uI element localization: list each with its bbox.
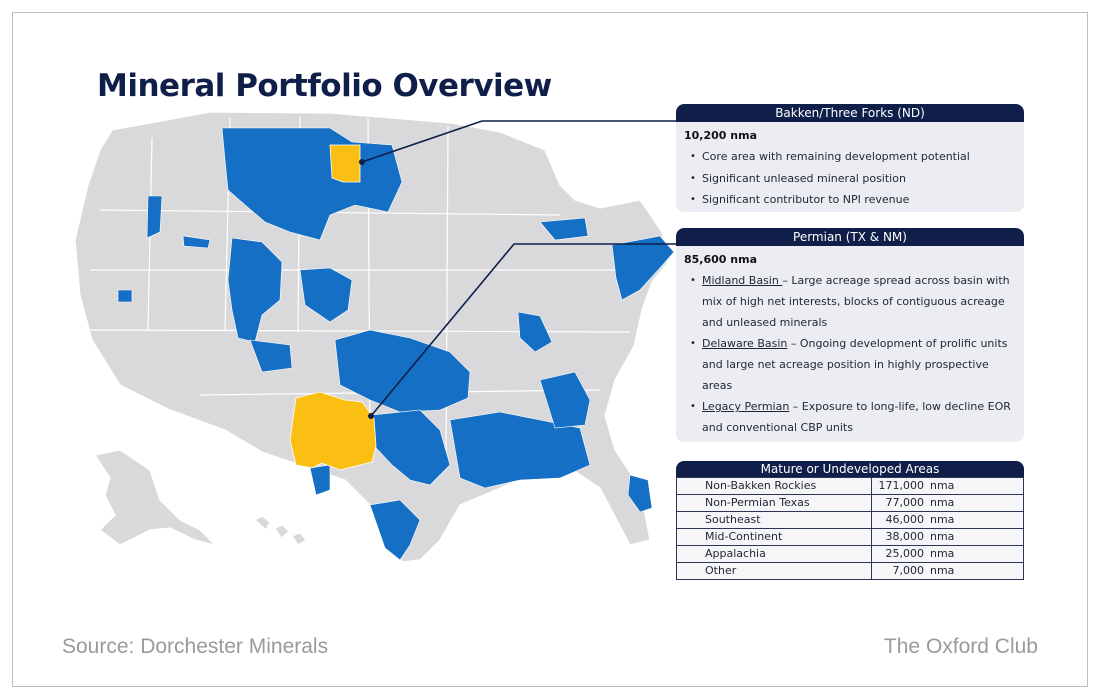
appalachia-cluster [611,235,675,301]
permian-bullet: Legacy Permian – Exposure to long-life, … [688,396,1014,438]
texas-coast-cluster [369,499,421,561]
bakken-bullets: Core area with remaining development pot… [676,146,1024,211]
area-unit: nma [930,547,955,560]
bakken-bullet: Significant unleased mineral position [688,168,1014,190]
area-value: 171,000 [878,479,925,492]
bakken-callout: Bakken/Three Forks (ND) 10,200 nma Core … [676,104,1024,212]
utah-cluster [249,339,293,373]
mature-areas-header: Mature or Undeveloped Areas [676,461,1024,477]
permian-area [289,391,377,471]
area-value-cell: 46,000 nma [871,511,1024,529]
table-row: Non-Bakken Rockies 171,000 nma [676,477,1024,495]
bakken-leader-line [361,120,676,163]
area-value: 38,000 [885,530,925,543]
ohio-cluster [517,311,553,353]
gulf-coast-cluster [449,411,591,489]
area-name: Other [676,562,872,580]
area-unit: nma [930,513,955,526]
area-unit: nma [930,479,955,492]
permian-bullets: Midland Basin – Large acreage spread acr… [676,270,1024,438]
florida-cluster [627,474,653,513]
alaska-shape [94,449,217,547]
area-value-cell: 7,000 nma [871,562,1024,580]
southeast-cluster [539,371,591,429]
permian-bullet-text: – Exposure to long-life, low decline EOR… [702,400,1011,434]
area-value-cell: 171,000 nma [871,477,1024,495]
area-value: 77,000 [885,496,925,509]
mid-continent-cluster [334,329,471,413]
bakken-marker [359,159,365,165]
area-value-cell: 77,000 nma [871,494,1024,512]
table-row: Appalachia 25,000 nma [676,545,1024,563]
area-value: 25,000 [885,547,925,560]
western-outlier-1 [146,195,163,239]
brand-credit: The Oxford Club [883,635,1038,658]
bakken-callout-header: Bakken/Three Forks (ND) [676,104,1024,122]
permian-bullet-lead: Midland Basin [702,274,783,287]
highlighted-plays [289,144,377,471]
colorado-cluster [299,267,353,323]
permian-bullet-text: – Ongoing development of prolific units … [702,337,1008,392]
permian-bullet-lead: Delaware Basin [702,337,788,350]
bakken-bullet: Core area with remaining development pot… [688,146,1014,168]
east-texas-cluster [371,409,451,486]
permian-bullet: Delaware Basin – Ongoing development of … [688,333,1014,396]
wyoming-cluster [227,237,283,343]
permian-marker [368,413,374,419]
area-name: Mid-Continent [676,528,872,546]
table-row: Non-Permian Texas 77,000 nma [676,494,1024,512]
bakken-bullet: Significant contributor to NPI revenue [688,189,1014,211]
permian-bullet-text: – Large acreage spread across basin with… [702,274,1010,329]
source-credit: Source: Dorchester Minerals [62,635,329,658]
table-row: Mid-Continent 38,000 nma [676,528,1024,546]
west-texas-spur [309,464,331,496]
permian-nma: 85,600 nma [684,253,757,266]
area-unit: nma [930,496,955,509]
table-row: Other 7,000 nma [676,562,1024,580]
permian-callout: Permian (TX & NM) 85,600 nma Midland Bas… [676,228,1024,442]
hawaii-shape [253,515,307,546]
area-name: Southeast [676,511,872,529]
area-value: 7,000 [892,564,925,577]
area-name: Appalachia [676,545,872,563]
permian-callout-header: Permian (TX & NM) [676,228,1024,246]
leader-lines [361,120,676,417]
mature-areas-grid: Non-Bakken Rockies 171,000 nma Non-Permia… [676,477,1024,580]
western-outlier-3 [117,289,133,303]
area-unit: nma [930,530,955,543]
area-value-cell: 38,000 nma [871,528,1024,546]
area-name: Non-Permian Texas [676,494,872,512]
mature-areas-table: Mature or Undeveloped Areas Non-Bakken R… [676,461,1024,580]
permian-bullet: Midland Basin – Large acreage spread acr… [688,270,1014,333]
bakken-nma: 10,200 nma [684,129,757,142]
michigan-cluster [539,217,589,241]
area-unit: nma [930,564,955,577]
page-title: Mineral Portfolio Overview [97,68,552,104]
area-name: Non-Bakken Rockies [676,477,872,495]
bakken-area [329,144,361,183]
area-value-cell: 25,000 nma [871,545,1024,563]
permian-leader-line [370,243,676,417]
area-value: 46,000 [885,513,925,526]
table-row: Southeast 46,000 nma [676,511,1024,529]
western-outlier-2 [182,235,211,249]
permian-bullet-lead: Legacy Permian [702,400,790,413]
